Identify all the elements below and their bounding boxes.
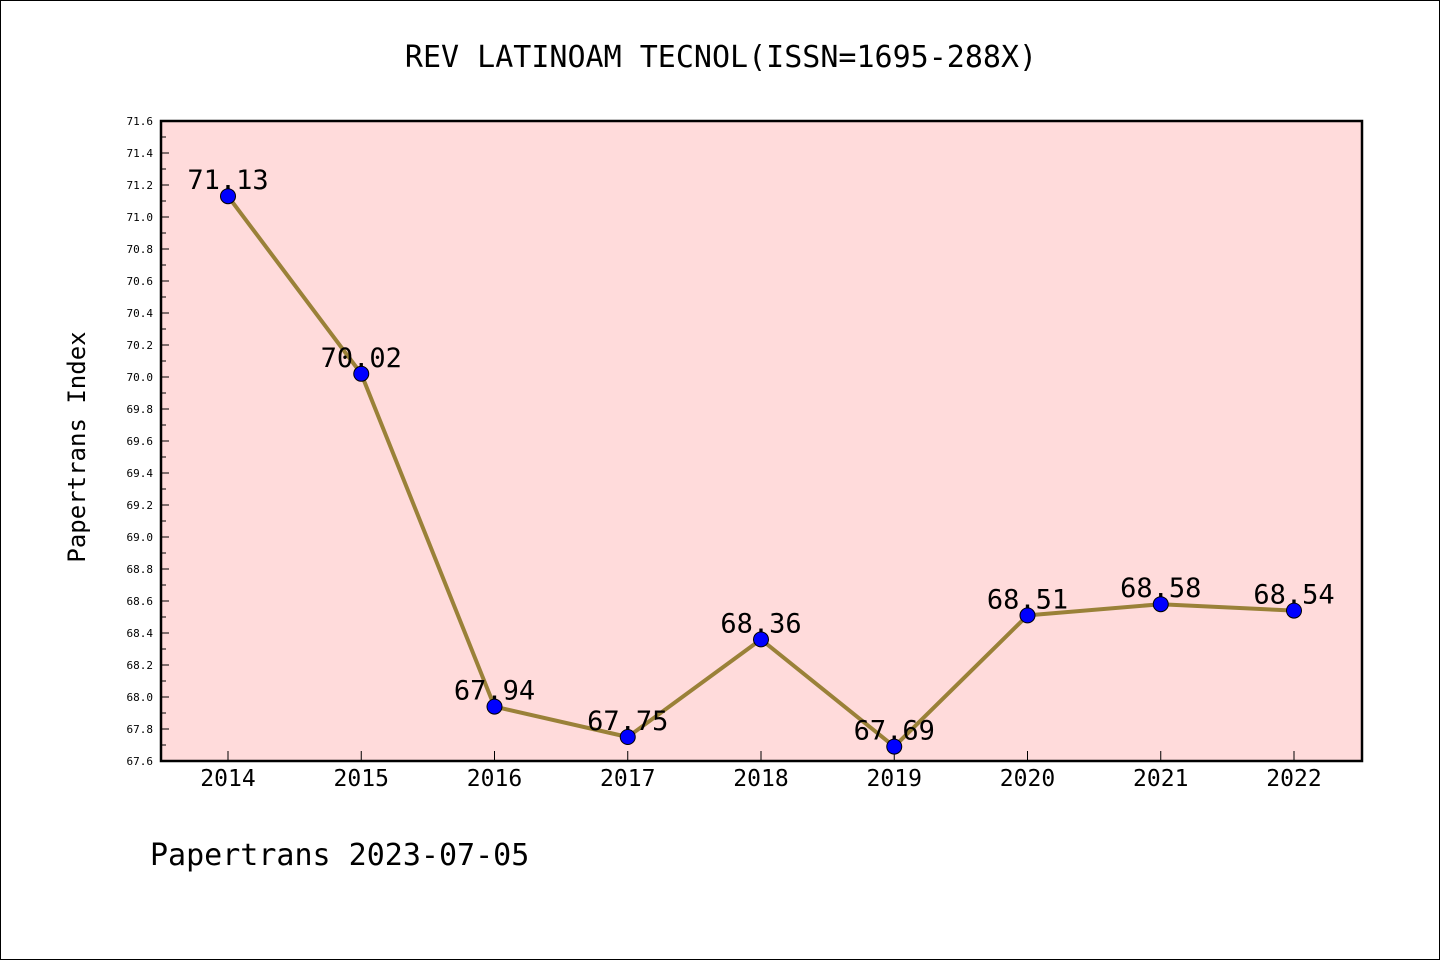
chart-title: REV LATINOAM TECNOL(ISSN=1695-288X) [405, 40, 1037, 75]
y-tick-label: 68.4 [127, 627, 154, 640]
y-tick-label: 69.6 [127, 435, 154, 448]
y-tick-label: 68.0 [127, 691, 154, 704]
data-label: 68.54 [1253, 580, 1334, 611]
y-tick-label: 68.2 [127, 659, 154, 672]
y-tick-label: 68.6 [127, 595, 154, 608]
data-point [753, 631, 769, 648]
footer-text: Papertrans 2023-07-05 [150, 838, 529, 873]
y-tick-label: 71.4 [127, 147, 154, 160]
data-point [886, 738, 903, 755]
data-label: 71.13 [187, 165, 268, 196]
data-point [1019, 607, 1036, 624]
plot-area [159, 119, 1364, 763]
y-tick-label: 71.6 [127, 115, 154, 128]
y-tick-label: 70.6 [127, 275, 154, 288]
y-tick-label: 67.6 [127, 755, 154, 768]
x-tick-label: 2017 [600, 766, 655, 792]
y-tick-label: 69.8 [127, 403, 154, 416]
y-tick-label: 69.2 [127, 499, 154, 512]
y-axis-label: Papertrans Index [63, 331, 91, 562]
y-tick-label: 70.8 [127, 243, 154, 256]
x-tick-label: 2015 [334, 766, 389, 792]
y-tick-label: 69.0 [127, 531, 154, 544]
data-label: 67.94 [454, 676, 535, 707]
data-point [220, 188, 236, 205]
x-tick-label: 2022 [1266, 766, 1321, 792]
y-tick-label: 70.4 [127, 307, 154, 320]
series-layer [220, 188, 1302, 755]
x-tick-label: 2016 [467, 766, 522, 792]
y-tick-label: 71.0 [127, 211, 154, 224]
y-tick-label: 70.0 [127, 371, 154, 384]
data-label: 67.69 [854, 716, 935, 747]
data-point [1152, 596, 1169, 613]
y-tick-label: 68.8 [127, 563, 154, 576]
data-label: 70.02 [321, 343, 402, 374]
x-tick-label: 2021 [1133, 766, 1188, 792]
y-axis-ticks: 67.6 67.8 68.0 68.2 68.4 68.6 68.8 69.0 69.2 69.4… [127, 115, 169, 768]
x-tick-label: 2019 [867, 766, 922, 792]
data-label-layer: 71.13 70.02 67.94 67.75 68.36 67.69 68.51 68.58… [187, 165, 1334, 746]
data-point [486, 698, 503, 715]
y-tick-label: 70.2 [127, 339, 154, 352]
data-point [1286, 602, 1302, 619]
data-label: 67.75 [587, 706, 668, 737]
y-tick-label: 69.4 [127, 467, 154, 480]
x-tick-label: 2018 [733, 766, 788, 792]
x-tick-label: 2014 [200, 766, 255, 792]
data-label: 68.58 [1120, 573, 1201, 604]
x-tick-label: 2020 [1000, 766, 1055, 792]
y-tick-label: 67.8 [127, 723, 154, 736]
data-point [353, 365, 370, 382]
y-tick-label: 71.2 [127, 179, 154, 192]
data-label: 68.36 [720, 608, 801, 639]
data-label: 68.51 [987, 584, 1068, 615]
x-axis-ticks: 2014 2015 2016 2017 2018 2019 2020 2021 2022 [200, 751, 1322, 792]
data-point [619, 729, 636, 745]
